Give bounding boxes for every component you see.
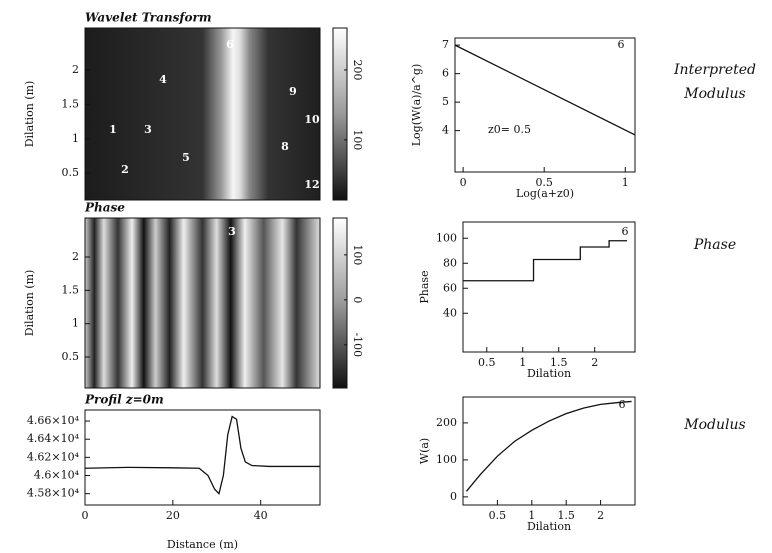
colorbar-tick-label: 100: [351, 129, 364, 150]
axes-frame: [84, 409, 321, 506]
x-tick-label: 1: [528, 509, 535, 522]
y-tick-label: 6: [442, 67, 449, 80]
annotation: 6: [226, 38, 234, 51]
y-tick-label: 1.5: [62, 97, 80, 110]
y-tick-label: 0.5: [62, 166, 80, 179]
colorbar-tick-label: 100: [351, 244, 364, 265]
y-tick-label: 100: [436, 231, 457, 244]
y-tick-label: 2: [72, 63, 79, 76]
side-label: Phase: [693, 237, 737, 253]
x-tick-label: 0: [460, 176, 467, 189]
x-tick-label: 2: [591, 356, 598, 369]
x-tick-label: 0.5: [478, 356, 496, 369]
x-tick-label: 1: [519, 356, 526, 369]
axes-frame: [454, 37, 636, 173]
y-tick-label: 1.5: [62, 283, 80, 296]
annotation: 6: [622, 225, 629, 238]
annotation: 3: [144, 123, 152, 136]
y-axis-label: Dilation (m): [23, 81, 36, 148]
x-tick-label: 40: [254, 509, 268, 522]
heatmap-image: [85, 218, 320, 388]
panel-title: Profil z=0m: [84, 393, 164, 407]
data-line: [465, 400, 632, 492]
annotation: 3: [228, 225, 236, 238]
y-tick-label: 1: [72, 132, 79, 145]
colorbar: [332, 27, 348, 201]
y-tick-label: 7: [442, 38, 449, 51]
y-tick-label: 2: [72, 250, 79, 263]
axes-frame: [462, 221, 636, 353]
x-tick-label: 0: [82, 509, 89, 522]
heatmap-image: [85, 28, 320, 200]
y-tick-label: 60: [443, 281, 457, 294]
y-axis-label: Dilation (m): [23, 270, 36, 337]
annotation: 6: [618, 38, 625, 51]
y-axis-label: W(a): [418, 438, 431, 464]
annotation: 2: [121, 163, 129, 176]
annotation: 8: [281, 140, 289, 153]
x-tick-label: 0.5: [489, 509, 507, 522]
axes-frame: [84, 27, 321, 201]
y-axis-label: Phase: [418, 270, 431, 303]
annotation: 9: [289, 85, 297, 98]
x-tick-label: 1.5: [550, 356, 568, 369]
y-axis-label: Log(W(a)/a^g): [410, 64, 423, 147]
axes-frame: [84, 217, 321, 389]
y-tick-label: 40: [443, 306, 457, 319]
y-tick-label: 4.62×10⁴: [27, 450, 80, 463]
y-tick-label: 100: [436, 453, 457, 466]
data-line: [454, 44, 636, 136]
colorbar-tick-label: 200: [351, 59, 364, 80]
y-tick-label: 0.5: [62, 350, 80, 363]
y-tick-label: 80: [443, 256, 457, 269]
data-line: [463, 240, 628, 282]
annotation: 5: [182, 151, 190, 164]
y-tick-label: 200: [436, 416, 457, 429]
annotation: 10: [304, 113, 320, 126]
axes-frame: [462, 396, 636, 506]
annotation: 12: [304, 178, 319, 191]
data-line: [84, 415, 320, 495]
annotation: 4: [159, 73, 167, 86]
x-tick-label: 20: [166, 509, 180, 522]
annotation: 1: [109, 123, 117, 136]
colorbar: [332, 217, 348, 389]
colorbar-tick-label: -100: [351, 332, 364, 357]
x-axis-label: Dilation: [527, 367, 571, 380]
side-label: Modulus: [684, 417, 746, 433]
x-axis-label: Dilation: [527, 520, 571, 533]
y-tick-label: 1: [72, 317, 79, 330]
y-tick-label: 4.64×10⁴: [27, 432, 80, 445]
y-tick-label: 4.6×10⁴: [34, 469, 80, 482]
x-tick-label: 1.5: [557, 509, 575, 522]
x-tick-label: 2: [597, 509, 604, 522]
panel-title: Wavelet Transform: [85, 11, 212, 25]
x-tick-label: 0.5: [535, 176, 553, 189]
panel-title: Phase: [84, 201, 125, 215]
annotation: 6: [619, 398, 626, 411]
y-tick-label: 5: [442, 95, 449, 108]
x-tick-label: 1: [622, 176, 629, 189]
y-tick-label: 0: [450, 490, 457, 503]
y-tick-label: 4.58×10⁴: [27, 487, 80, 500]
annotation: z0= 0.5: [488, 123, 531, 136]
y-tick-label: 4.66×10⁴: [27, 414, 80, 427]
y-tick-label: 4: [442, 124, 449, 137]
x-axis-label: Distance (m): [167, 538, 238, 551]
x-axis-label: Log(a+z0): [516, 187, 574, 200]
colorbar-tick-label: 0: [351, 296, 364, 303]
side-label: Interpreted Modulus: [674, 62, 756, 102]
